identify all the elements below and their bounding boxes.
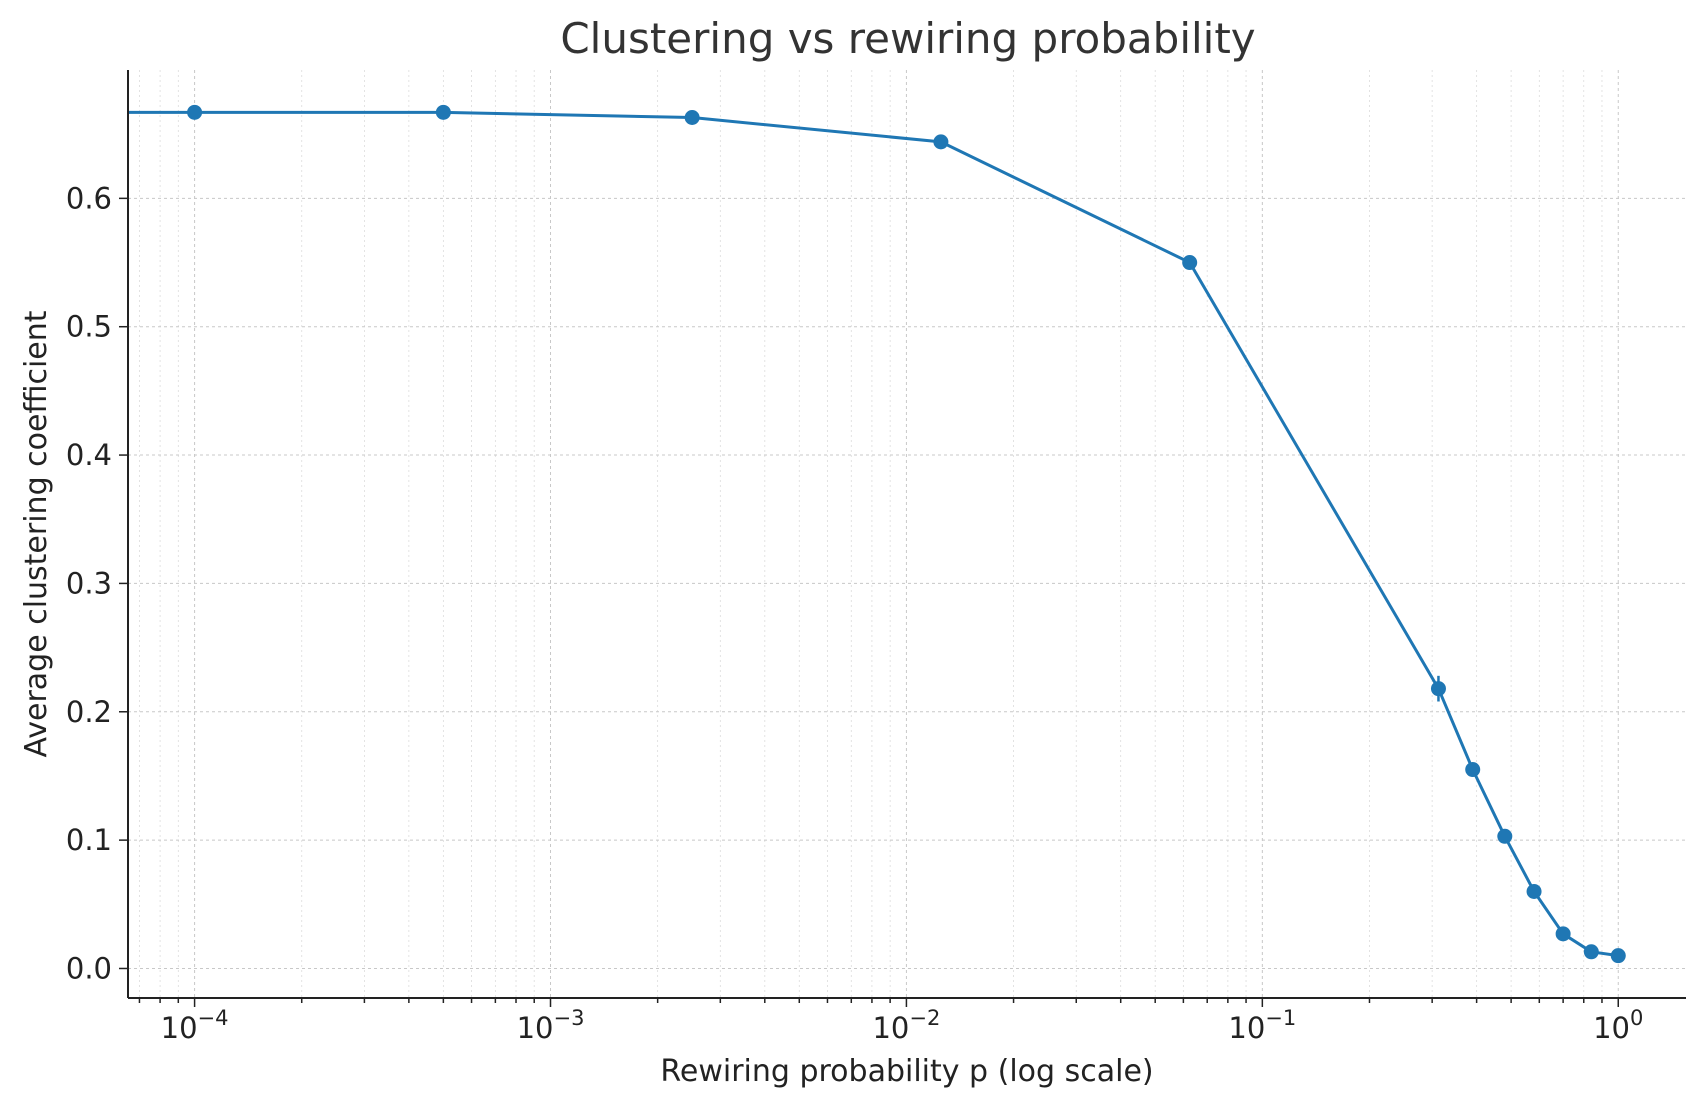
y-tick-label: 0.0 [66,951,112,985]
series-layer [128,104,1626,964]
x-tick-label: 10−4 [161,1006,229,1045]
data-point [187,104,203,120]
y-axis-label: Average clustering coefficient [19,310,54,757]
y-tick-label: 0.6 [66,181,112,215]
data-point [684,109,700,125]
x-tick-label: 100 [1593,1006,1643,1045]
data-point [1610,948,1626,964]
axis-ticks: 10−4 10−3 10−2 10−1 100 0.0 0.1 0.2 0.3 0.4 0.5 0.6 [66,181,1644,1045]
x-axis-label: Rewiring probability p (log scale) [660,1054,1153,1089]
y-tick-label: 0.3 [66,566,112,600]
y-tick-label: 0.4 [66,438,112,472]
series-line [128,110,1619,958]
chart-title: Clustering vs rewiring probability [560,14,1255,63]
x-tick-label: 10−3 [517,1006,585,1045]
data-point [1555,926,1571,942]
data-point [1583,944,1599,960]
y-tick-label: 0.2 [66,695,112,729]
data-point [1465,762,1481,778]
x-tick-label: 10−1 [1228,1006,1296,1045]
y-tick-label: 0.5 [66,310,112,344]
data-point [1430,681,1446,697]
data-point [435,104,451,120]
data-point [933,134,949,150]
grid [128,70,1686,998]
y-tick-label: 0.1 [66,823,112,857]
x-tick-label: 10−2 [872,1006,940,1045]
data-point [1526,883,1542,899]
data-point [1497,828,1513,844]
data-point [1182,255,1198,271]
